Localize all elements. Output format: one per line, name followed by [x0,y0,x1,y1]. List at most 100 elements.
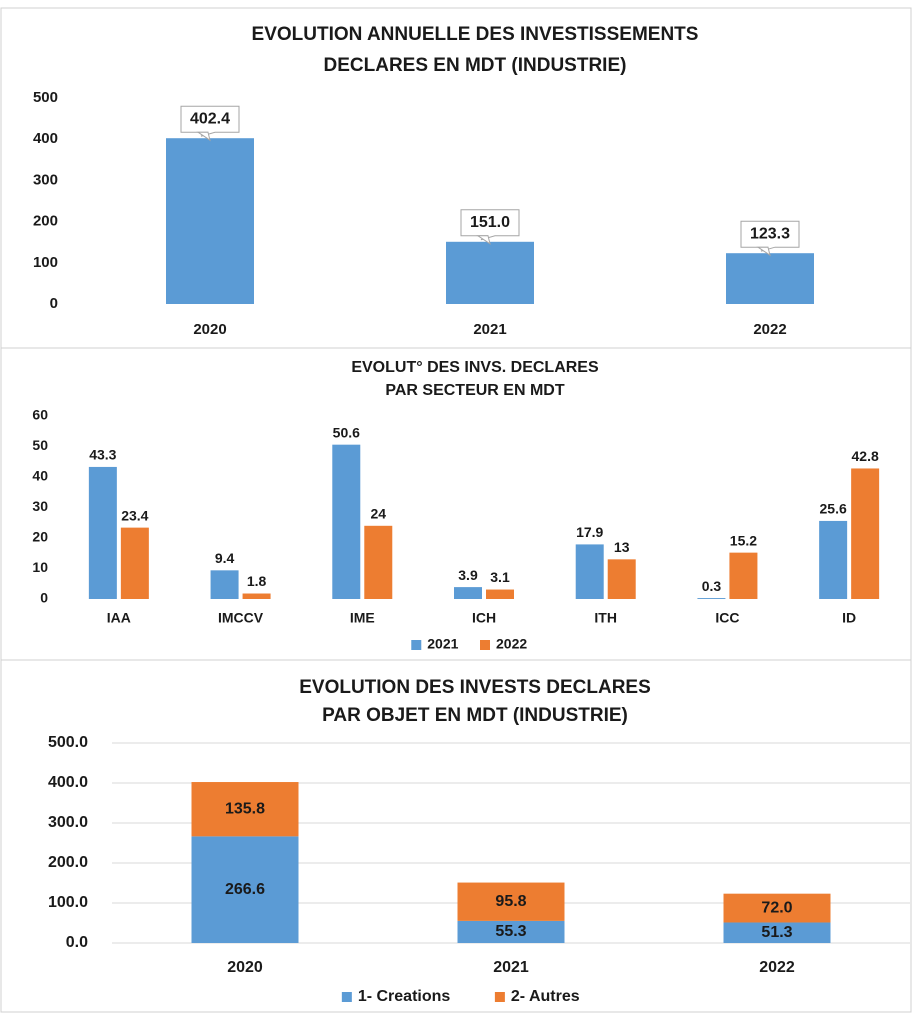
x-tick-label: IMCCV [218,610,264,626]
y-tick-label: 0 [50,295,58,312]
y-tick-label: 40 [32,468,48,484]
legend-label: 2021 [427,636,458,652]
x-tick-label: 2020 [193,321,226,338]
y-tick-label: 100.0 [48,894,88,911]
value-label: 24 [370,506,386,522]
chart-title: EVOLUTION DES INVESTS DECLARES [299,677,651,698]
x-tick-label: ICH [472,610,496,626]
y-tick-label: 30 [32,498,48,514]
x-tick-label: ICC [715,610,739,626]
value-label: 51.3 [761,924,792,941]
value-label: 1.8 [247,573,267,589]
callout [460,209,520,241]
x-tick-label: 2022 [759,959,795,976]
value-label: 402.4 [190,110,230,127]
panel-border [0,659,912,1013]
y-tick-label: 300 [33,171,58,188]
x-tick-label: 2021 [473,321,506,338]
bar [88,466,117,599]
x-tick-label: ID [842,610,856,626]
y-tick-label: 300.0 [48,814,88,831]
chart-title: DECLARES EN MDT (INDUSTRIE) [324,55,627,76]
bar [726,253,814,304]
value-label: 95.8 [495,893,526,910]
chart-title: PAR SECTEUR EN MDT [385,382,564,399]
value-label: 3.9 [458,567,478,583]
legend-label: 1- Creations [358,988,451,1005]
x-tick-label: IME [350,610,375,626]
x-tick-label: 2022 [753,321,786,338]
y-tick-label: 400 [33,130,58,147]
value-label: 15.2 [730,532,757,548]
bar [210,570,239,599]
bar [120,527,149,599]
x-tick-label: 2021 [493,959,529,976]
bar [607,559,636,599]
callout [740,220,800,252]
bar [332,444,361,599]
y-tick-label: 200 [33,213,58,230]
value-label: 43.3 [89,447,116,463]
value-label: 23.4 [121,507,148,523]
chart-title: EVOLUT° DES INVS. DECLARES [351,359,599,376]
callout-tail [196,131,211,142]
bar [575,544,604,599]
bar [242,593,271,599]
bar [729,552,758,599]
chart-title: EVOLUTION ANNUELLE DES INVESTISSEMENTS [252,24,699,45]
bar [819,520,848,599]
callout-tail [756,246,771,257]
value-label: 0.3 [702,578,722,594]
value-label: 135.8 [225,800,265,817]
y-tick-label: 200.0 [48,854,88,871]
legend-swatch [494,992,505,1002]
value-label: 151.0 [470,214,510,231]
bar [851,468,880,599]
y-tick-label: 20 [32,529,48,545]
bar [454,587,482,599]
bar [446,241,534,304]
value-label: 25.6 [820,501,847,517]
y-tick-label: 50 [32,437,48,453]
value-label: 123.3 [750,225,790,242]
legend-label: 2022 [496,636,527,652]
bar [486,589,514,599]
x-tick-label: ITH [594,610,617,626]
bar [697,598,726,599]
y-tick-label: 10 [32,559,48,575]
value-label: 72.0 [761,899,792,916]
x-tick-label: IAA [107,610,131,626]
bar [364,525,393,599]
value-label: 9.4 [215,550,235,566]
x-tick-label: 2020 [227,959,263,976]
y-tick-label: 100 [33,254,58,271]
chart-title: PAR OBJET EN MDT (INDUSTRIE) [322,705,628,726]
bar [457,882,565,921]
value-label: 50.6 [333,424,360,440]
y-tick-label: 500.0 [48,734,88,751]
value-label: 3.1 [490,569,510,585]
bar [723,922,831,943]
value-label: 42.8 [852,448,879,464]
callout [180,105,240,137]
value-label: 17.9 [576,524,603,540]
bar [191,836,299,943]
legend-swatch [411,640,422,650]
bar [191,782,299,837]
value-label: 55.3 [495,923,526,940]
bar [166,138,254,304]
callout-tail [476,235,491,245]
value-label: 266.6 [225,881,265,898]
bar [723,893,831,923]
legend-swatch [480,640,490,650]
bar [457,920,565,943]
y-tick-label: 0.0 [66,934,88,951]
legend-label: 2- Autres [511,988,580,1005]
y-tick-label: 0 [40,590,48,606]
y-tick-label: 400.0 [48,774,88,791]
value-label: 13 [614,539,630,555]
y-tick-label: 500 [33,89,58,106]
legend-swatch [341,992,352,1002]
